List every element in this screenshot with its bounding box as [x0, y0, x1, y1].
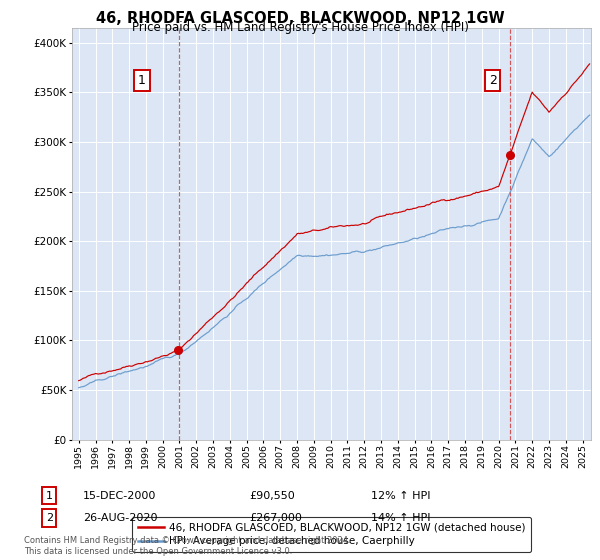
Text: 1: 1: [138, 74, 146, 87]
Legend: 46, RHODFA GLASCOED, BLACKWOOD, NP12 1GW (detached house), HPI: Average price, d: 46, RHODFA GLASCOED, BLACKWOOD, NP12 1GW…: [133, 517, 530, 552]
Text: 46, RHODFA GLASCOED, BLACKWOOD, NP12 1GW: 46, RHODFA GLASCOED, BLACKWOOD, NP12 1GW: [95, 11, 505, 26]
Text: 2: 2: [46, 513, 53, 523]
Text: 26-AUG-2020: 26-AUG-2020: [83, 513, 157, 523]
Text: £267,000: £267,000: [249, 513, 302, 523]
Text: 14% ↑ HPI: 14% ↑ HPI: [371, 513, 430, 523]
Text: 2: 2: [489, 74, 497, 87]
Text: 1: 1: [46, 491, 53, 501]
Text: £90,550: £90,550: [249, 491, 295, 501]
Text: Price paid vs. HM Land Registry's House Price Index (HPI): Price paid vs. HM Land Registry's House …: [131, 21, 469, 34]
Text: 15-DEC-2000: 15-DEC-2000: [83, 491, 156, 501]
Text: 12% ↑ HPI: 12% ↑ HPI: [371, 491, 430, 501]
Text: Contains HM Land Registry data © Crown copyright and database right 2024.
This d: Contains HM Land Registry data © Crown c…: [24, 536, 350, 556]
